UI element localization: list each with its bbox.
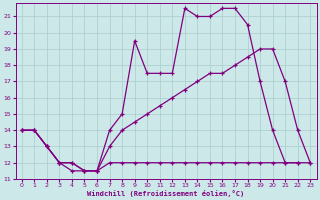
X-axis label: Windchill (Refroidissement éolien,°C): Windchill (Refroidissement éolien,°C)	[87, 190, 245, 197]
